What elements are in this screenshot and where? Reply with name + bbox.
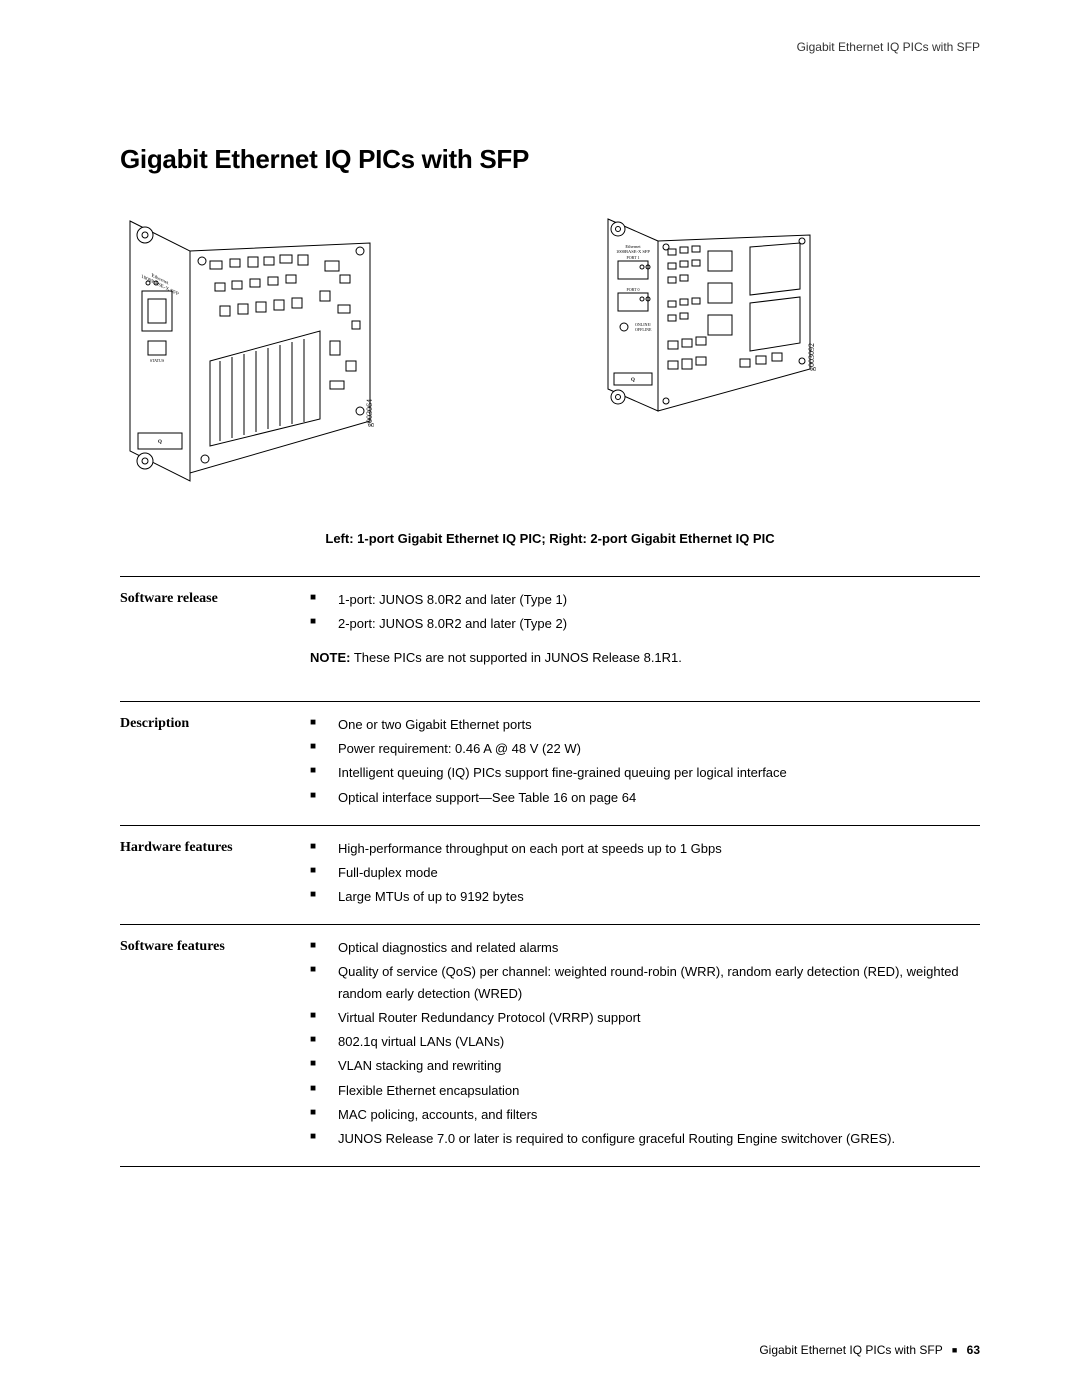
row-software-features: Software features Optical diagnostics an… bbox=[120, 924, 980, 1167]
page-number: 63 bbox=[967, 1343, 980, 1357]
figure-left-1port-pic: Ethernet 1000BASE-X SFP STATUS g003064 Q bbox=[120, 211, 390, 491]
row-description: Description One or two Gigabit Ethernet … bbox=[120, 701, 980, 824]
list-item: Intelligent queuing (IQ) PICs support fi… bbox=[310, 762, 980, 784]
svg-text:Q: Q bbox=[631, 378, 635, 383]
row-content: 1-port: JUNOS 8.0R2 and later (Type 1) 2… bbox=[310, 587, 980, 687]
bullet-icon: ■ bbox=[952, 1345, 957, 1355]
row-label: Description bbox=[120, 712, 310, 810]
row-hardware-features: Hardware features High-performance throu… bbox=[120, 825, 980, 924]
pic-1port-svg: Ethernet 1000BASE-X SFP STATUS g003064 Q bbox=[120, 211, 390, 491]
list-item: Optical diagnostics and related alarms bbox=[310, 937, 980, 959]
svg-text:Q: Q bbox=[158, 440, 162, 445]
list-item: VLAN stacking and rewriting bbox=[310, 1055, 980, 1077]
row-content: Optical diagnostics and related alarms Q… bbox=[310, 935, 980, 1152]
svg-text:OFFLINE: OFFLINE bbox=[635, 327, 652, 332]
row-label: Software release bbox=[120, 587, 310, 687]
footer-text: Gigabit Ethernet IQ PICs with SFP bbox=[759, 1343, 942, 1357]
list-item: High-performance throughput on each port… bbox=[310, 838, 980, 860]
page: Gigabit Ethernet IQ PICs with SFP Gigabi… bbox=[0, 0, 1080, 1397]
note-label: NOTE: bbox=[310, 650, 350, 665]
svg-text:1000BASE-X SFP: 1000BASE-X SFP bbox=[616, 249, 650, 254]
figure-right-2port-pic: Ethernet 1000BASE-X SFP PORT 1 PORT 0 ON… bbox=[600, 211, 825, 491]
row-content: High-performance throughput on each port… bbox=[310, 836, 980, 910]
footer: Gigabit Ethernet IQ PICs with SFP ■ 63 bbox=[759, 1343, 980, 1357]
svg-text:g003064: g003064 bbox=[365, 399, 374, 427]
row-software-release: Software release 1-port: JUNOS 8.0R2 and… bbox=[120, 576, 980, 701]
list-item: JUNOS Release 7.0 or later is required t… bbox=[310, 1128, 980, 1150]
row-label: Hardware features bbox=[120, 836, 310, 910]
list-item: 2-port: JUNOS 8.0R2 and later (Type 2) bbox=[310, 613, 980, 635]
list-item: Quality of service (QoS) per channel: we… bbox=[310, 961, 980, 1005]
list-item: Optical interface support—See Table 16 o… bbox=[310, 787, 980, 809]
figure-caption: Left: 1-port Gigabit Ethernet IQ PIC; Ri… bbox=[120, 531, 980, 546]
list-item: Power requirement: 0.46 A @ 48 V (22 W) bbox=[310, 738, 980, 760]
row-label: Software features bbox=[120, 935, 310, 1152]
list-item: One or two Gigabit Ethernet ports bbox=[310, 714, 980, 736]
list-item: 802.1q virtual LANs (VLANs) bbox=[310, 1031, 980, 1053]
spec-table: Software release 1-port: JUNOS 8.0R2 and… bbox=[120, 576, 980, 1167]
svg-text:PORT 1: PORT 1 bbox=[627, 255, 640, 260]
pic-2port-svg: Ethernet 1000BASE-X SFP PORT 1 PORT 0 ON… bbox=[600, 211, 825, 421]
breadcrumb: Gigabit Ethernet IQ PICs with SFP bbox=[120, 40, 980, 54]
list-item: Large MTUs of up to 9192 bytes bbox=[310, 886, 980, 908]
list-item: Virtual Router Redundancy Protocol (VRRP… bbox=[310, 1007, 980, 1029]
note: NOTE: These PICs are not supported in JU… bbox=[310, 647, 980, 669]
list-item: Flexible Ethernet encapsulation bbox=[310, 1080, 980, 1102]
figures-row: Ethernet 1000BASE-X SFP STATUS g003064 Q bbox=[120, 211, 980, 491]
page-title: Gigabit Ethernet IQ PICs with SFP bbox=[120, 144, 980, 175]
note-text: These PICs are not supported in JUNOS Re… bbox=[354, 650, 682, 665]
list-item: 1-port: JUNOS 8.0R2 and later (Type 1) bbox=[310, 589, 980, 611]
svg-text:g003092: g003092 bbox=[807, 343, 816, 371]
list-item: Full-duplex mode bbox=[310, 862, 980, 884]
svg-text:PORT 0: PORT 0 bbox=[627, 287, 640, 292]
list-item: MAC policing, accounts, and filters bbox=[310, 1104, 980, 1126]
row-content: One or two Gigabit Ethernet ports Power … bbox=[310, 712, 980, 810]
svg-text:STATUS: STATUS bbox=[150, 358, 164, 363]
